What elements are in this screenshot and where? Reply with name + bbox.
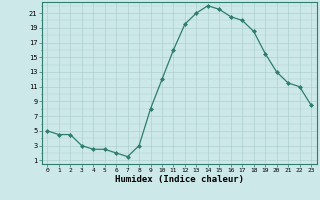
X-axis label: Humidex (Indice chaleur): Humidex (Indice chaleur) xyxy=(115,175,244,184)
